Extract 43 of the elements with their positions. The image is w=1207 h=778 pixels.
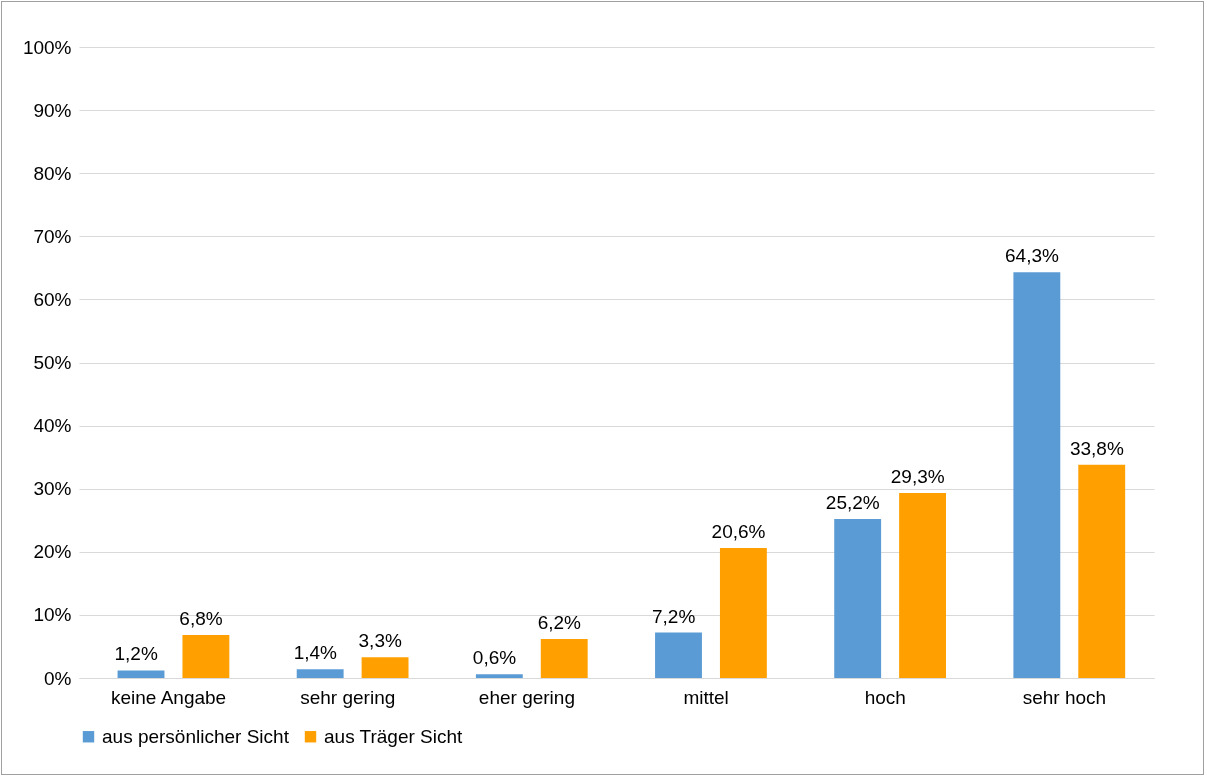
legend-label: aus persönlicher Sicht [102,725,290,747]
data-label: 29,3% [890,466,945,488]
y-tick-label: 60% [33,288,72,310]
x-tick-label: keine Angabe [111,686,227,708]
bar [1078,464,1126,678]
data-label: 6,2% [537,611,582,633]
data-label: 7,2% [651,605,696,627]
y-tick-label: 30% [33,478,72,500]
bar [117,670,165,678]
y-tick-label: 50% [33,352,72,373]
x-tick-label: hoch [864,686,906,708]
x-tick-label: sehr hoch [1022,686,1107,708]
data-label: 3,3% [358,630,402,652]
bar [475,674,523,678]
bar [540,638,588,678]
bar [899,493,946,678]
bar [655,632,702,678]
data-label: 6,8% [179,608,223,630]
y-tick-label: 20% [33,541,72,563]
data-label: 1,2% [114,643,158,665]
bar [834,518,882,678]
x-tick-label: eher gering [478,686,575,708]
x-tick-label: mittel [683,686,729,708]
y-tick-label: 80% [33,162,72,184]
y-tick-label: 40% [33,415,72,437]
y-tick-label: 0% [44,667,72,689]
bar [182,635,230,678]
x-tick-label: sehr gering [300,686,396,708]
data-label: 20,6% [711,521,766,543]
data-label: 64,3% [1005,245,1060,267]
data-label: 0,6% [472,647,517,669]
bar [719,548,767,678]
bar [296,669,344,678]
y-tick-label: 70% [33,225,72,247]
y-tick-label: 10% [33,604,72,626]
data-label: 25,2% [825,491,880,513]
legend-label: aus Träger Sicht [324,725,464,747]
bar [361,657,409,678]
data-label: 33,8% [1069,437,1124,459]
y-tick-label: 90% [33,99,72,121]
data-label: 1,4% [293,642,338,664]
y-tick-label: 100% [22,36,72,58]
bar [1013,272,1061,678]
